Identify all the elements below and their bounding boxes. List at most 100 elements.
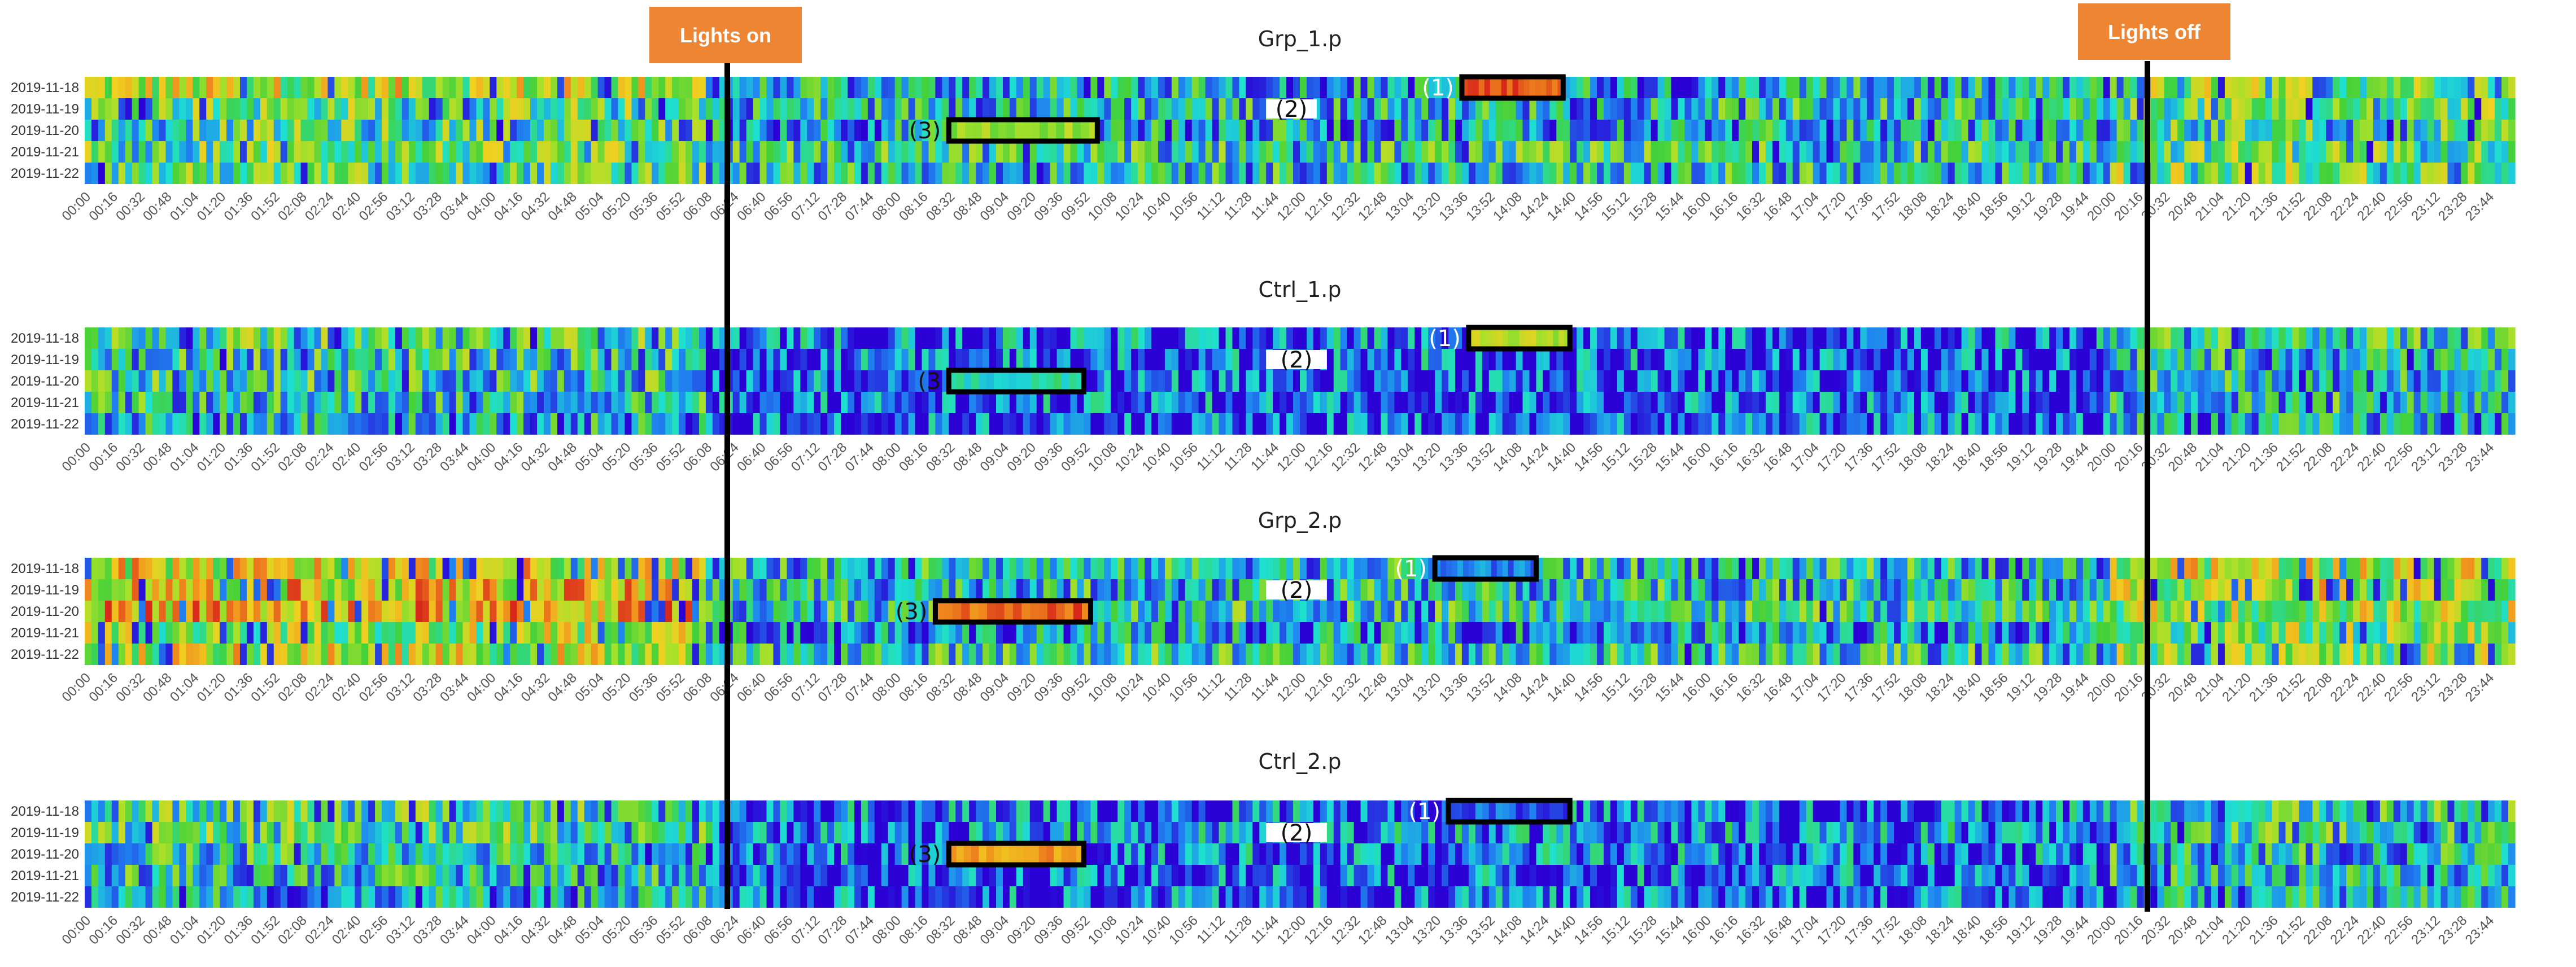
heatmap-cell	[213, 579, 220, 601]
heatmap-cell	[172, 327, 180, 349]
heatmap-cell	[2089, 77, 2097, 98]
heatmap-cell	[1016, 558, 1024, 579]
heatmap-cell	[1630, 601, 1638, 622]
heatmap-cell	[732, 601, 740, 622]
heatmap-cell	[1779, 77, 1787, 98]
heatmap-cell	[1293, 413, 1300, 435]
heatmap-cell	[1975, 392, 1983, 413]
heatmap-cell	[2049, 327, 2057, 349]
heatmap-cell	[401, 120, 409, 141]
heatmap-cell	[104, 392, 112, 413]
heatmap-cell	[652, 327, 659, 349]
heatmap-cell	[1664, 98, 1672, 120]
heatmap-cell	[1623, 163, 1631, 184]
heatmap-cell	[949, 579, 956, 601]
x-tick-label: 09:52	[1058, 440, 1093, 475]
heatmap-cell	[1718, 558, 1726, 579]
heatmap-cell	[395, 579, 403, 601]
x-tick-label: 00:16	[86, 440, 121, 475]
heatmap-cell	[1563, 601, 1570, 622]
heatmap-cell	[1171, 327, 1179, 349]
heatmap-cell	[861, 98, 868, 120]
heatmap-cell	[2157, 77, 2164, 98]
heatmap-cell	[280, 163, 288, 184]
heatmap-cell	[1306, 558, 1314, 579]
x-tick-label: 18:40	[1949, 189, 1984, 224]
heatmap-cell	[1408, 413, 1415, 435]
heatmap-cell	[2150, 558, 2158, 579]
heatmap-cell	[1678, 120, 1686, 141]
heatmap-cell	[2211, 98, 2219, 120]
heatmap-cell	[679, 120, 686, 141]
heatmap-cell	[1252, 327, 1260, 349]
heatmap-cell	[1455, 392, 1462, 413]
heatmap-cell	[1901, 370, 1908, 392]
heatmap-cell	[1340, 163, 1348, 184]
heatmap-cell	[2231, 392, 2239, 413]
heatmap-cell	[739, 120, 747, 141]
heatmap-cell	[1212, 601, 1220, 622]
heatmap-cell	[2177, 120, 2185, 141]
heatmap-cell	[213, 392, 220, 413]
heatmap-cell	[894, 141, 902, 163]
heatmap-cell	[435, 579, 443, 601]
heatmap-cell	[807, 579, 814, 601]
heatmap-cell	[2420, 413, 2428, 435]
heatmap-cell	[2022, 120, 2029, 141]
annotation-fill	[1496, 327, 1503, 349]
heatmap-cell	[658, 327, 666, 349]
heatmap-cell	[1792, 349, 1800, 370]
heatmap-cell	[2299, 349, 2306, 370]
heatmap-cell	[1009, 349, 1017, 370]
heatmap-cell	[172, 370, 180, 392]
annotation-fill	[1542, 327, 1548, 349]
heatmap-cell	[537, 98, 544, 120]
heatmap-cell	[1461, 579, 1469, 601]
heatmap-cell	[104, 120, 112, 141]
heatmap-cell	[645, 120, 652, 141]
heatmap-cell	[1745, 141, 1753, 163]
heatmap-cell	[2495, 579, 2502, 601]
heatmap-cell	[1853, 558, 1861, 579]
heatmap-cell	[165, 141, 173, 163]
heatmap-cell	[2231, 413, 2239, 435]
heatmap-cell	[300, 120, 308, 141]
heatmap-cell	[2150, 370, 2158, 392]
heatmap-cell	[800, 392, 807, 413]
heatmap-cell	[1266, 601, 1273, 622]
heatmap-cell	[2407, 327, 2415, 349]
heatmap-cell	[867, 141, 875, 163]
heatmap-cell	[1070, 413, 1078, 435]
heatmap-cell	[1623, 120, 1631, 141]
heatmap-cell	[1232, 141, 1239, 163]
heatmap-cell	[1867, 413, 1874, 435]
heatmap-cell	[462, 163, 470, 184]
heatmap-cell	[1124, 349, 1132, 370]
heatmap-cell	[1367, 141, 1375, 163]
heatmap-cell	[2393, 98, 2401, 120]
heatmap-cell	[1340, 141, 1348, 163]
heatmap-cell	[854, 327, 862, 349]
heatmap-cell	[976, 141, 983, 163]
heatmap-cell	[1840, 558, 1847, 579]
heatmap-cell	[220, 579, 227, 601]
heatmap-cell	[1711, 558, 1719, 579]
x-tick-label: 11:44	[1248, 189, 1282, 223]
heatmap-cell	[280, 413, 288, 435]
heatmap-cell	[2116, 601, 2124, 622]
heatmap-cell	[1684, 98, 1692, 120]
heatmap-cell	[1219, 392, 1226, 413]
heatmap-cell	[1657, 558, 1665, 579]
heatmap-cell	[996, 392, 1003, 413]
heatmap-cell	[901, 98, 909, 120]
heatmap-cell	[91, 601, 99, 622]
heatmap-cell	[645, 77, 652, 98]
heatmap-cell	[577, 392, 585, 413]
heatmap-cell	[1826, 120, 1834, 141]
heatmap-cell	[469, 141, 477, 163]
heatmap-cell	[1124, 98, 1132, 120]
heatmap-cell	[2292, 601, 2300, 622]
heatmap-cell	[1326, 327, 1334, 349]
heatmap-cell	[861, 413, 868, 435]
heatmap-cell	[2103, 579, 2111, 601]
